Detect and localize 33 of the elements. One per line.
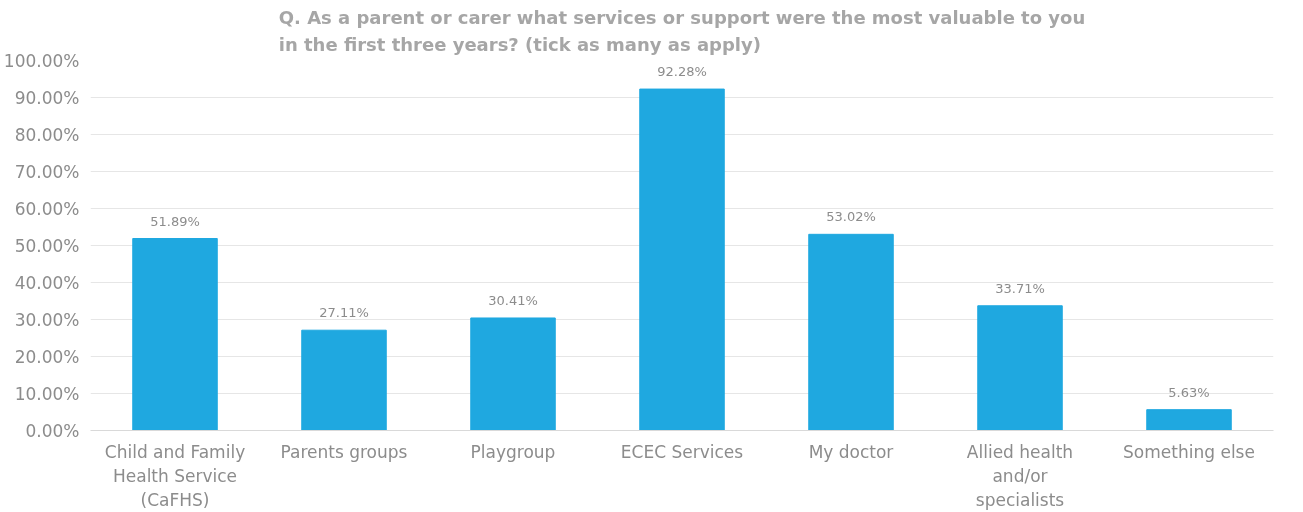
bar <box>1146 409 1232 431</box>
x-tick-label: My doctor <box>808 441 894 462</box>
y-tick-label: 100.00% <box>3 50 80 71</box>
y-tick-label: 60.00% <box>14 198 80 219</box>
data-label: 27.11% <box>319 305 369 321</box>
y-tick-label: 80.00% <box>14 124 80 145</box>
x-tick-label: Parents groups <box>280 441 408 462</box>
x-tick-label: Playgroup <box>470 441 556 462</box>
y-tick-label: 10.00% <box>14 383 80 404</box>
y-tick-label: 70.00% <box>14 161 80 182</box>
data-label: 30.41% <box>488 292 538 308</box>
y-tick-label: 90.00% <box>14 87 80 108</box>
x-tick-label: Child and Family Health Service (CaFHS) <box>104 441 246 510</box>
bar <box>808 233 894 431</box>
y-tick-label: 20.00% <box>14 346 80 367</box>
data-label: 5.63% <box>1168 384 1210 400</box>
y-tick-label: 40.00% <box>14 272 80 293</box>
x-tick-label: Something else <box>1123 441 1255 462</box>
chart-title: Q. As a parent or carer what services or support were the most valuable to you in the first three years? (tick as many as apply) <box>278 7 1086 56</box>
y-tick-label: 50.00% <box>14 235 80 256</box>
bar <box>977 305 1063 431</box>
data-label: 92.28% <box>657 64 707 80</box>
y-tick-label: 30.00% <box>14 309 80 330</box>
data-label: 53.02% <box>826 209 876 225</box>
data-label: 51.89% <box>150 213 200 229</box>
x-tick-label: ECEC Services <box>620 441 744 462</box>
y-tick-label: 0.00% <box>25 420 80 441</box>
bar <box>470 317 556 431</box>
bar <box>301 329 387 431</box>
data-label: 33.71% <box>995 280 1045 296</box>
bar <box>639 88 725 431</box>
bar <box>132 238 218 431</box>
x-tick-label: Allied health and/or specialists <box>966 441 1074 510</box>
